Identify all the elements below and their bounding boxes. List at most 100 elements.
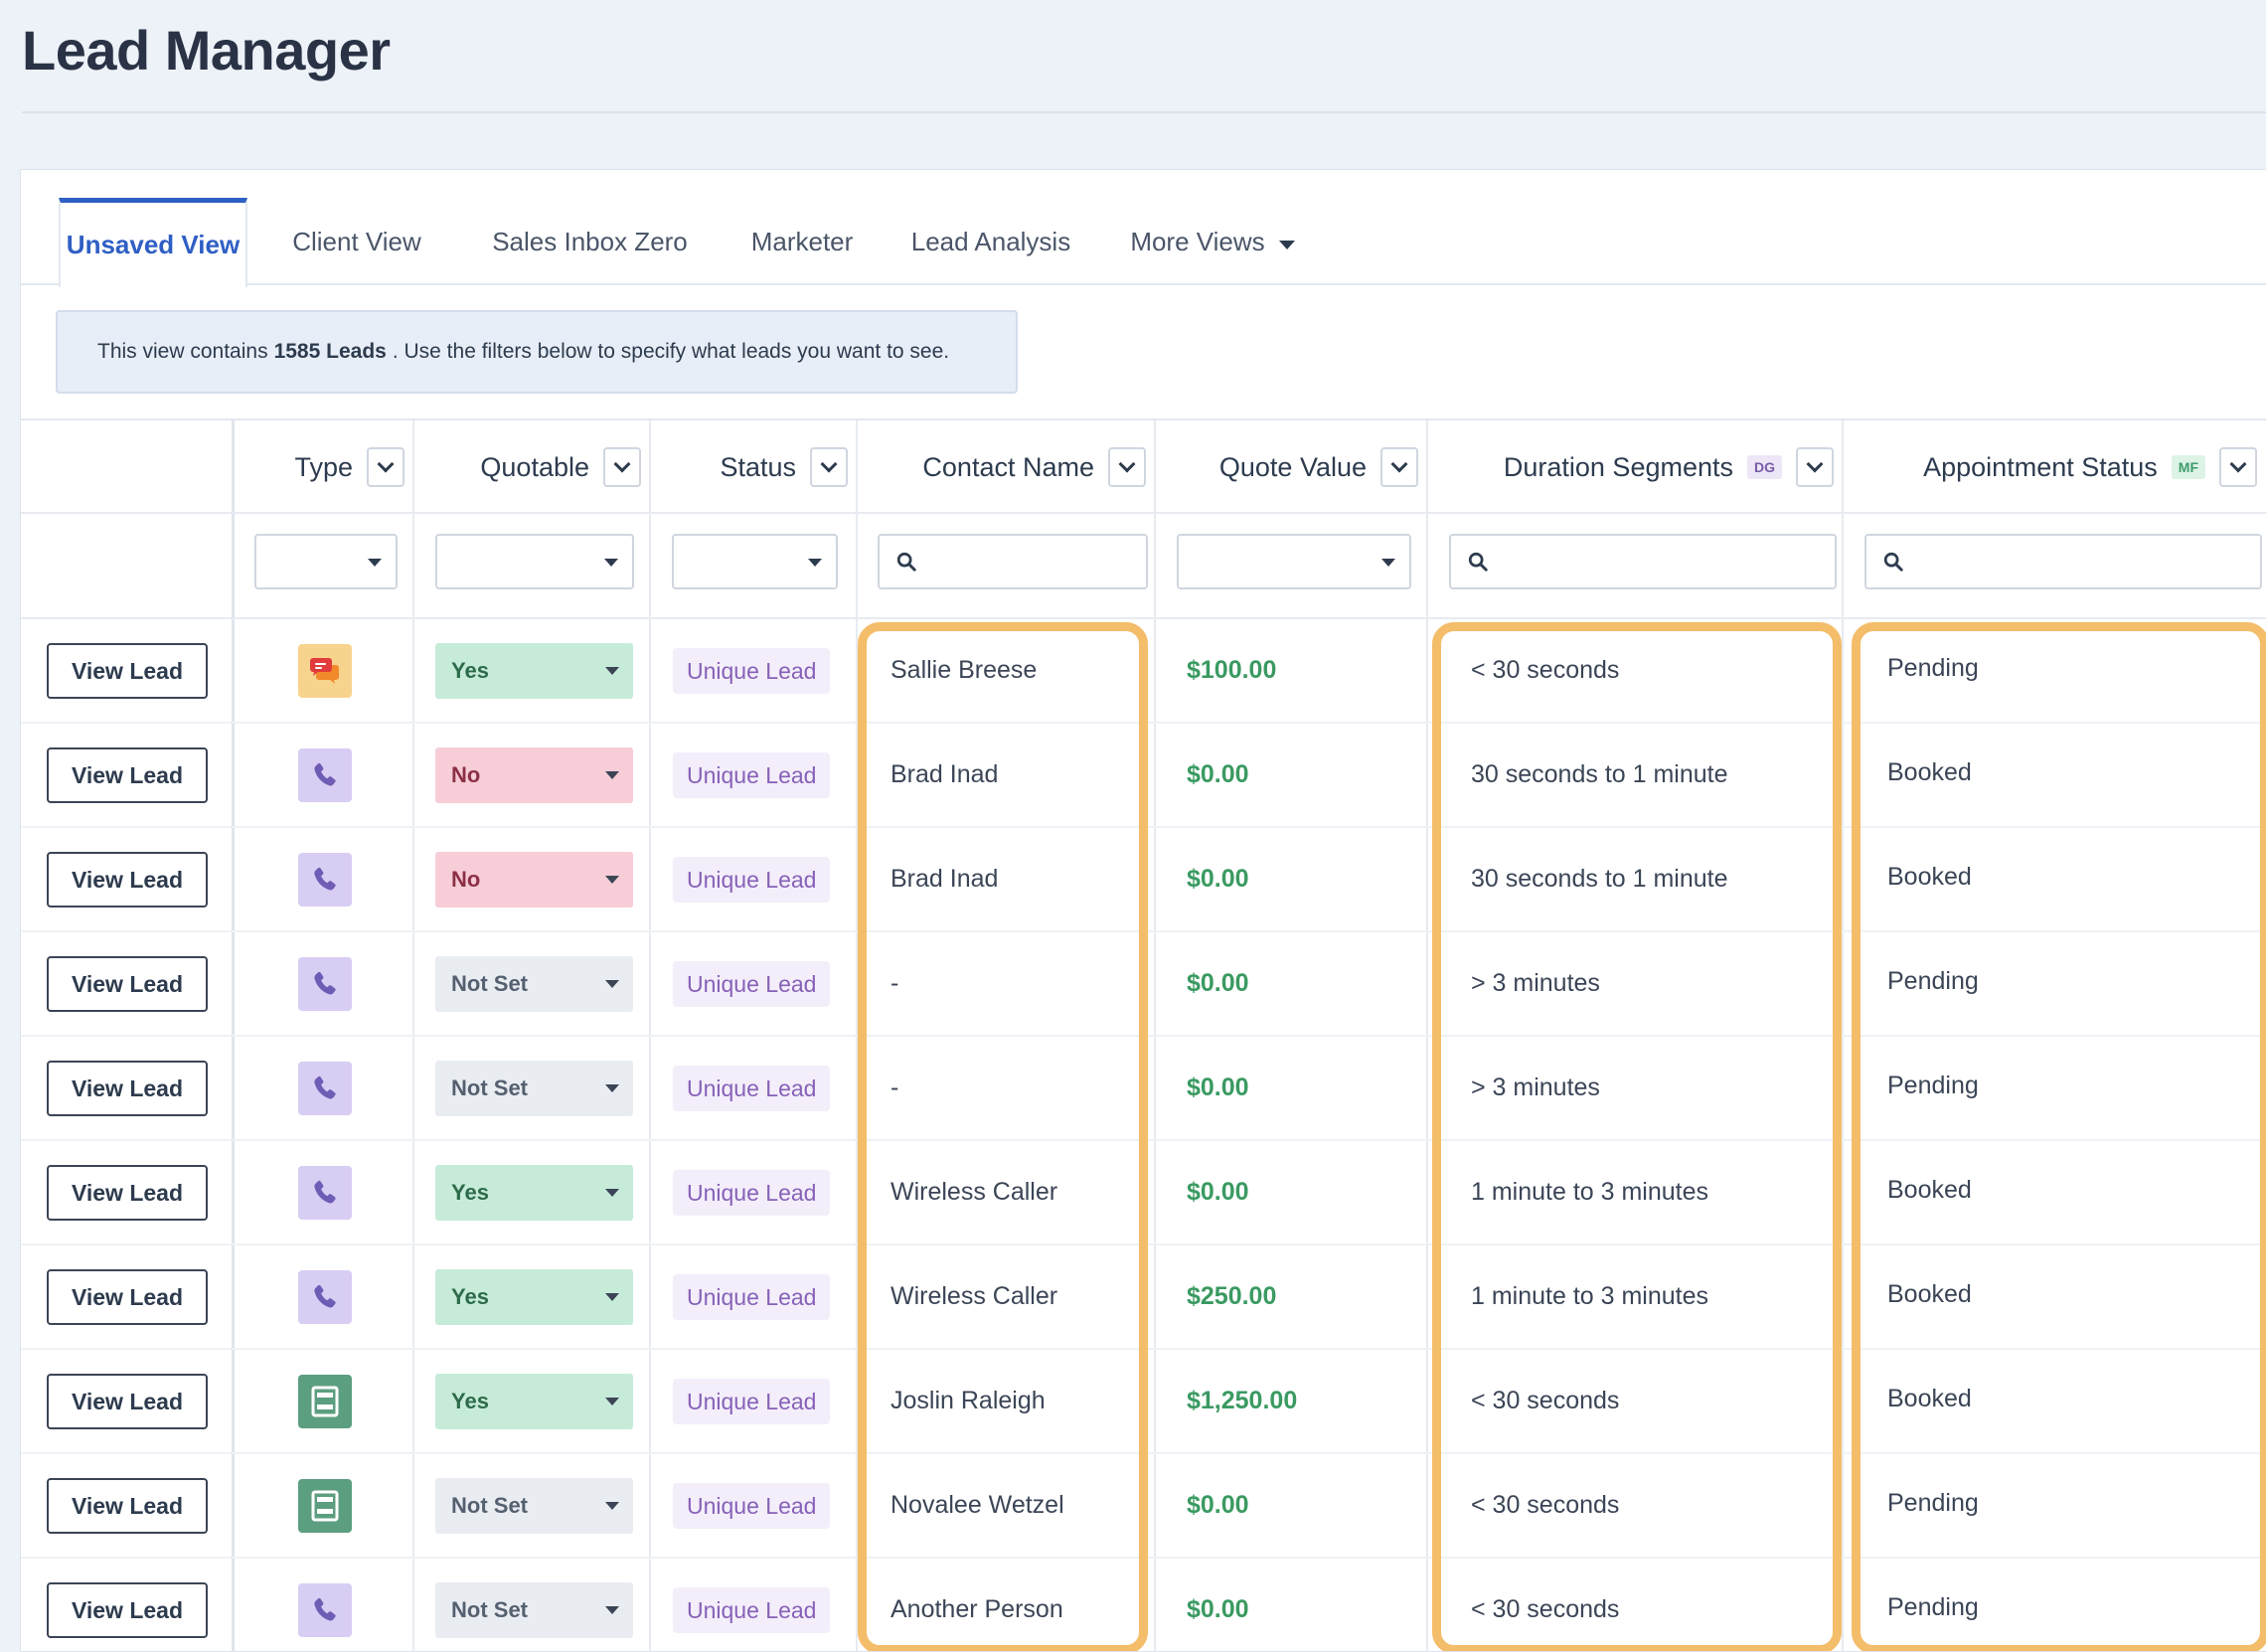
caret-down-icon: [808, 559, 822, 567]
contact-name-search-input[interactable]: [878, 534, 1148, 589]
search-icon: [1468, 552, 1488, 572]
appointment-status: Pending: [1887, 967, 1979, 995]
tab-label: Unsaved View: [66, 230, 241, 259]
tab-unsaved-view[interactable]: Unsaved View: [59, 198, 247, 287]
quotable-select[interactable]: Yes: [435, 1374, 633, 1429]
appointment-status-search-input[interactable]: [1864, 534, 2262, 589]
table-row: View Lead No Unique Lead Brad Inad $0.00 30 s…: [21, 828, 2266, 932]
caret-down-icon: [368, 559, 382, 567]
tab-label: Marketer: [750, 226, 854, 256]
status-badge: Unique Lead: [673, 961, 831, 1007]
view-lead-button[interactable]: View Lead: [47, 643, 208, 699]
duration-segment: 1 minute to 3 minutes: [1471, 1178, 1709, 1206]
table-header: Type Quotable Status Contact Name Quote …: [21, 420, 2266, 514]
quotable-select[interactable]: No: [435, 747, 633, 803]
quotable-value: Not Set: [451, 1493, 528, 1518]
duration-segment: < 30 seconds: [1471, 656, 1620, 684]
caret-down-icon: [605, 1398, 619, 1405]
quotable-value: Yes: [451, 1389, 489, 1413]
duration-segment: > 3 minutes: [1471, 969, 1600, 997]
tab-lead-analysis[interactable]: Lead Analysis: [882, 198, 1100, 285]
view-lead-button[interactable]: View Lead: [47, 956, 208, 1012]
quote-value-filter-select[interactable]: [1177, 534, 1411, 589]
tab-label: Sales Inbox Zero: [492, 226, 688, 256]
phone-icon: [298, 853, 352, 907]
phone-icon: [298, 1062, 352, 1115]
duration-segment: < 30 seconds: [1471, 1595, 1620, 1623]
caret-down-icon: [605, 1189, 619, 1197]
quotable-value: Yes: [451, 1284, 489, 1309]
quotable-value: Not Set: [451, 1075, 528, 1100]
duration-segments-search-input[interactable]: [1449, 534, 1837, 589]
quote-value: $0.00: [1187, 969, 1249, 997]
tab-client-view[interactable]: Client View: [257, 198, 456, 285]
chevron-down-icon: [820, 455, 838, 473]
column-menu-button[interactable]: [2219, 447, 2257, 487]
view-lead-button[interactable]: View Lead: [47, 747, 208, 803]
column-menu-button[interactable]: [603, 447, 641, 487]
quotable-filter-select[interactable]: [435, 534, 634, 589]
table-row: View Lead Not Set Unique Lead Another Perso…: [21, 1559, 2266, 1651]
contact-name: Sallie Breese: [890, 656, 1038, 684]
view-lead-button[interactable]: View Lead: [47, 1582, 208, 1638]
quotable-select[interactable]: Not Set: [435, 1478, 633, 1534]
contact-name: Another Person: [890, 1595, 1063, 1623]
quotable-select[interactable]: Yes: [435, 1269, 633, 1325]
column-menu-button[interactable]: [810, 447, 848, 487]
column-header-contact-name: Contact Name: [858, 420, 1146, 514]
quote-value: $0.00: [1187, 1491, 1249, 1519]
column-menu-button[interactable]: [1380, 447, 1418, 487]
status-badge: Unique Lead: [673, 1379, 831, 1424]
duration-segment: > 3 minutes: [1471, 1074, 1600, 1101]
form-icon: [298, 1479, 352, 1533]
quotable-select[interactable]: Yes: [435, 1165, 633, 1221]
status-filter-select[interactable]: [672, 534, 838, 589]
leads-table: Type Quotable Status Contact Name Quote …: [21, 418, 2266, 1651]
appointment-status: Pending: [1887, 1072, 1979, 1099]
column-label: Contact Name: [922, 451, 1094, 482]
quotable-select[interactable]: Not Set: [435, 1061, 633, 1116]
contact-name: Brad Inad: [890, 760, 999, 788]
contact-name: Novalee Wetzel: [890, 1491, 1064, 1519]
tab-label: More Views: [1130, 226, 1265, 256]
caret-down-icon: [605, 1293, 619, 1301]
status-badge: Unique Lead: [673, 1587, 831, 1633]
tab-sales-inbox-zero[interactable]: Sales Inbox Zero: [458, 198, 722, 285]
column-tag: DG: [1747, 455, 1782, 479]
view-lead-button[interactable]: View Lead: [47, 1165, 208, 1221]
view-lead-button[interactable]: View Lead: [47, 1478, 208, 1534]
quotable-select[interactable]: Yes: [435, 643, 633, 699]
quotable-select[interactable]: Not Set: [435, 1582, 633, 1638]
column-menu-button[interactable]: [1796, 447, 1834, 487]
status-badge: Unique Lead: [673, 648, 831, 694]
search-icon: [1883, 552, 1903, 572]
contact-name: -: [890, 1074, 899, 1101]
contact-name: Wireless Caller: [890, 1282, 1058, 1310]
view-lead-button[interactable]: View Lead: [47, 1269, 208, 1325]
type-filter-select[interactable]: [254, 534, 398, 589]
column-header-quote-value: Quote Value: [1156, 420, 1418, 514]
status-badge: Unique Lead: [673, 1066, 831, 1111]
duration-segment: 1 minute to 3 minutes: [1471, 1282, 1709, 1310]
tab-marketer[interactable]: Marketer: [727, 198, 878, 285]
table-row: View Lead No Unique Lead Brad Inad $0.00 30 s…: [21, 724, 2266, 828]
quotable-select[interactable]: Not Set: [435, 956, 633, 1012]
column-menu-button[interactable]: [1108, 447, 1146, 487]
column-label: Duration Segments: [1503, 451, 1733, 482]
caret-down-icon: [604, 559, 618, 567]
status-badge: Unique Lead: [673, 752, 831, 798]
quote-value: $0.00: [1187, 760, 1249, 788]
phone-icon: [298, 748, 352, 802]
chevron-down-icon: [377, 455, 395, 473]
quotable-value: Not Set: [451, 971, 528, 996]
leads-count-notice: This view contains 1585 Leads . Use the …: [56, 310, 1018, 394]
column-label: Appointment Status: [1923, 451, 2158, 482]
view-lead-button[interactable]: View Lead: [47, 1374, 208, 1429]
contact-name: Wireless Caller: [890, 1178, 1058, 1206]
quote-value: $0.00: [1187, 1074, 1249, 1101]
tab-more-views[interactable]: More Views: [1108, 198, 1317, 285]
quotable-select[interactable]: No: [435, 852, 633, 908]
column-menu-button[interactable]: [367, 447, 405, 487]
view-lead-button[interactable]: View Lead: [47, 1061, 208, 1116]
view-lead-button[interactable]: View Lead: [47, 852, 208, 908]
